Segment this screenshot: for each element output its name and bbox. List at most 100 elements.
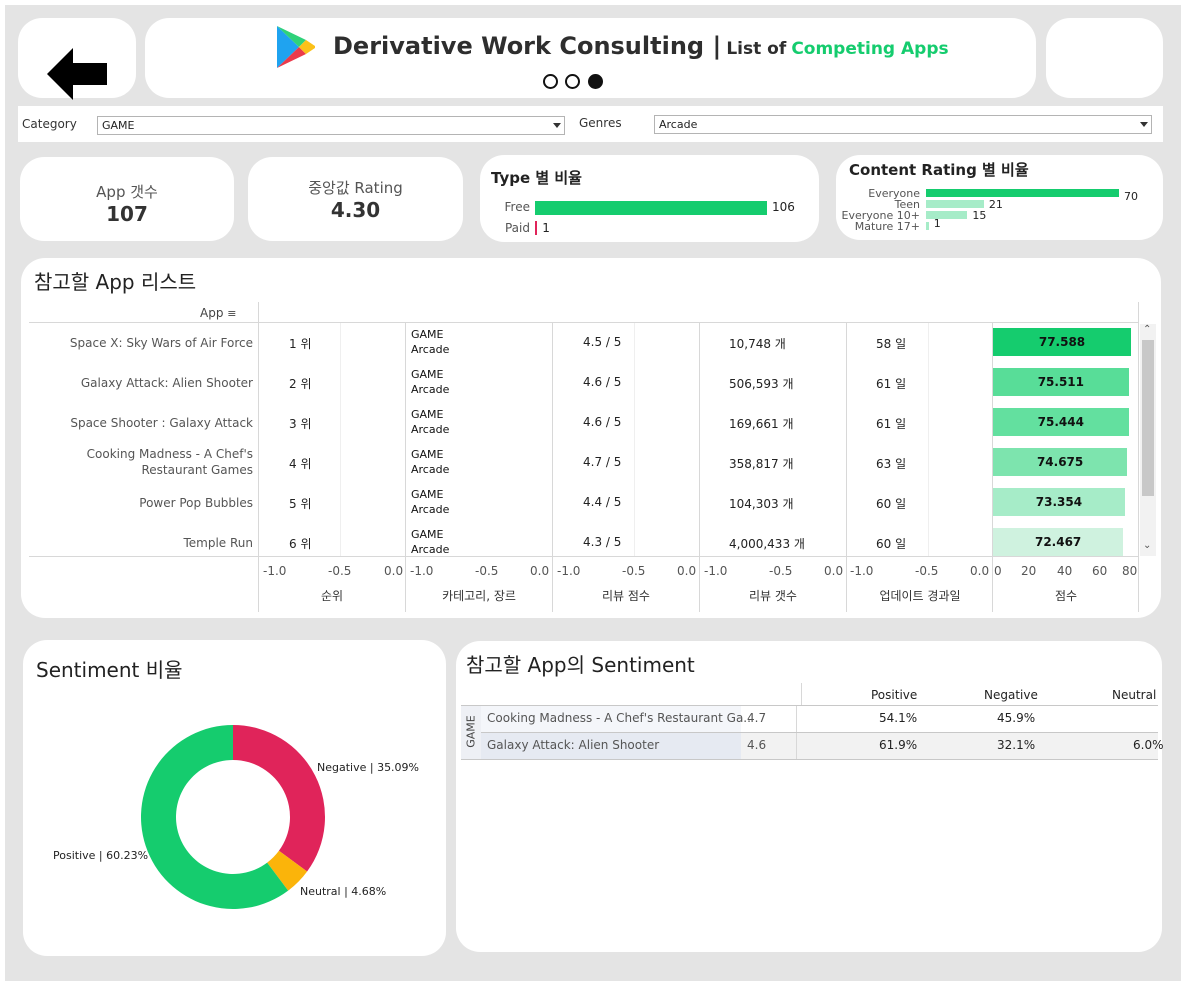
type-paid-value: 1 bbox=[542, 221, 550, 235]
app-count-value: 107 bbox=[106, 202, 148, 226]
app-list-title: 참고할 App 리스트 bbox=[34, 270, 197, 294]
grid-divider bbox=[258, 302, 259, 612]
rating-cell: 4.6 / 5 bbox=[583, 415, 622, 429]
grid-divider bbox=[699, 322, 700, 612]
category-cell: GAME Arcade bbox=[411, 368, 450, 396]
category-filter-label: Category bbox=[22, 117, 77, 131]
axis-tick: 20 bbox=[1021, 564, 1037, 578]
back-arrow-icon bbox=[47, 48, 107, 100]
content-rating-title: Content Rating 별 비율 bbox=[849, 161, 1029, 179]
grid-line bbox=[634, 322, 635, 556]
category-select-value: GAME bbox=[102, 119, 135, 132]
category-select[interactable]: GAME bbox=[97, 116, 565, 135]
content-everyone10-bar bbox=[926, 211, 968, 219]
header-right-card bbox=[1046, 18, 1163, 98]
app-name[interactable]: Space X: Sky Wars of Air Force bbox=[69, 336, 253, 350]
chevron-down-icon bbox=[1140, 122, 1148, 127]
sentiment-donut-chart: Negative | 35.09% Neutral | 4.68% Positive… bbox=[53, 725, 419, 909]
type-ratio-title: Type 별 비율 bbox=[491, 169, 582, 187]
axis-title: 순위 bbox=[320, 589, 344, 603]
donut-label-negative: Negative | 35.09% bbox=[317, 761, 419, 774]
rank-cell: 4 위 bbox=[289, 457, 312, 471]
axis-tick: 80 bbox=[1122, 564, 1138, 578]
app-name[interactable]: Temple Run bbox=[183, 536, 253, 550]
row-positive: 54.1% bbox=[879, 711, 918, 725]
row-app-name: Cooking Madness - A Chef's Restaurant Ga… bbox=[487, 711, 751, 725]
scroll-up-icon[interactable]: ⌃ bbox=[1143, 324, 1152, 335]
header-divider bbox=[801, 683, 802, 705]
app-name[interactable]: Power Pop Bubbles bbox=[139, 496, 253, 510]
row-divider bbox=[796, 733, 797, 759]
axis-tick: -1.0 bbox=[263, 564, 287, 578]
type-free-label: Free bbox=[504, 200, 530, 214]
rank-cell: 2 위 bbox=[289, 377, 312, 391]
reviews-cell: 104,303 개 bbox=[729, 497, 794, 511]
axis-tick: 0.0 bbox=[384, 564, 404, 578]
donut-slice-positive[interactable] bbox=[141, 725, 289, 909]
column-header-negative: Negative bbox=[984, 688, 1038, 702]
rank-cell: 3 위 bbox=[289, 417, 312, 431]
donut-slice-neutral[interactable] bbox=[267, 850, 308, 891]
page-dot-2[interactable] bbox=[565, 74, 580, 89]
chevron-down-icon bbox=[553, 123, 561, 128]
axis-title: 리뷰 점수 bbox=[602, 589, 650, 603]
axis-tick: 0.0 bbox=[530, 564, 550, 578]
grid-divider bbox=[405, 322, 406, 612]
app-name[interactable]: Cooking Madness - A Chef's Restaurant Gam… bbox=[86, 447, 253, 477]
page-dot-3[interactable] bbox=[588, 74, 603, 89]
row-name-bg bbox=[481, 733, 741, 759]
genres-select[interactable]: Arcade bbox=[654, 115, 1152, 134]
content-mature-value: 1 bbox=[933, 217, 941, 230]
donut-slice-negative[interactable] bbox=[233, 725, 325, 872]
dashboard-subtitle: List of bbox=[726, 39, 787, 59]
back-button[interactable] bbox=[18, 18, 136, 100]
axis-tick: 0.0 bbox=[970, 564, 990, 578]
scrollbar[interactable]: ⌃ ⌄ bbox=[1140, 324, 1156, 556]
app-list-card: 참고할 App 리스트 App ≡ Space X: Sky Wars of A… bbox=[21, 258, 1161, 618]
axis-title: 업데이트 경과일 bbox=[879, 589, 961, 603]
rating-cell: 4.5 / 5 bbox=[583, 335, 622, 349]
rank-cell: 6 위 bbox=[289, 537, 312, 551]
sentiment-ratio-title: Sentiment 비율 bbox=[36, 658, 183, 682]
score-bar bbox=[993, 368, 1129, 396]
type-free-bar bbox=[535, 201, 767, 215]
row-name-bg bbox=[481, 706, 741, 732]
header-divider bbox=[29, 322, 1139, 323]
score-label: 72.467 bbox=[1034, 535, 1082, 549]
content-mature-bar bbox=[926, 222, 929, 230]
grid-divider bbox=[552, 322, 553, 612]
axis-title: 점수 bbox=[1054, 589, 1078, 603]
table-row[interactable]: Cooking Madness - A Chef's Restaurant Ga… bbox=[481, 706, 1158, 733]
median-rating-value: 4.30 bbox=[330, 198, 381, 222]
category-cell: GAME Arcade bbox=[411, 448, 450, 476]
axis-tick: 60 bbox=[1092, 564, 1108, 578]
axis-tick: -0.5 bbox=[769, 564, 793, 578]
genres-select-value: Arcade bbox=[659, 118, 698, 131]
score-label: 75.511 bbox=[1037, 375, 1085, 389]
days-cell: 60 일 bbox=[876, 497, 907, 511]
table-header-row: Positive Negative Neutral bbox=[461, 683, 1158, 705]
type-free-value: 106 bbox=[772, 200, 795, 214]
type-ratio-card: Type 별 비율 Free 106 Paid 1 bbox=[480, 155, 819, 242]
content-everyone-label: Everyone bbox=[868, 187, 920, 200]
app-column-header-label: App bbox=[200, 306, 224, 320]
app-column-header[interactable]: App ≡ bbox=[200, 306, 237, 320]
table-row[interactable]: Galaxy Attack: Alien Shooter 4.6 61.9% 3… bbox=[481, 733, 1164, 759]
page-dot-1[interactable] bbox=[543, 74, 558, 89]
score-label: 73.354 bbox=[1035, 495, 1083, 509]
rating-cell: 4.3 / 5 bbox=[583, 535, 622, 549]
app-name[interactable]: Galaxy Attack: Alien Shooter bbox=[80, 376, 253, 390]
scrollbar-thumb[interactable] bbox=[1142, 340, 1154, 496]
scroll-down-icon[interactable]: ⌄ bbox=[1143, 540, 1152, 551]
grid-divider bbox=[846, 322, 847, 612]
sort-icon[interactable]: ≡ bbox=[227, 307, 237, 320]
sentiment-table-title: 참고할 App의 Sentiment bbox=[466, 653, 695, 677]
content-everyone10-label: Everyone 10+ bbox=[841, 209, 920, 222]
app-name[interactable]: Space Shooter : Galaxy Attack bbox=[70, 416, 253, 430]
sentiment-ratio-card: Sentiment 비율 Negative | 35.09% Neutral | … bbox=[23, 640, 446, 956]
donut-label-positive: Positive | 60.23% bbox=[53, 849, 148, 862]
rating-cell: 4.6 / 5 bbox=[583, 375, 622, 389]
rank-cell: 1 위 bbox=[289, 337, 312, 351]
reviews-cell: 4,000,433 개 bbox=[729, 537, 805, 551]
content-teen-bar bbox=[926, 200, 984, 208]
